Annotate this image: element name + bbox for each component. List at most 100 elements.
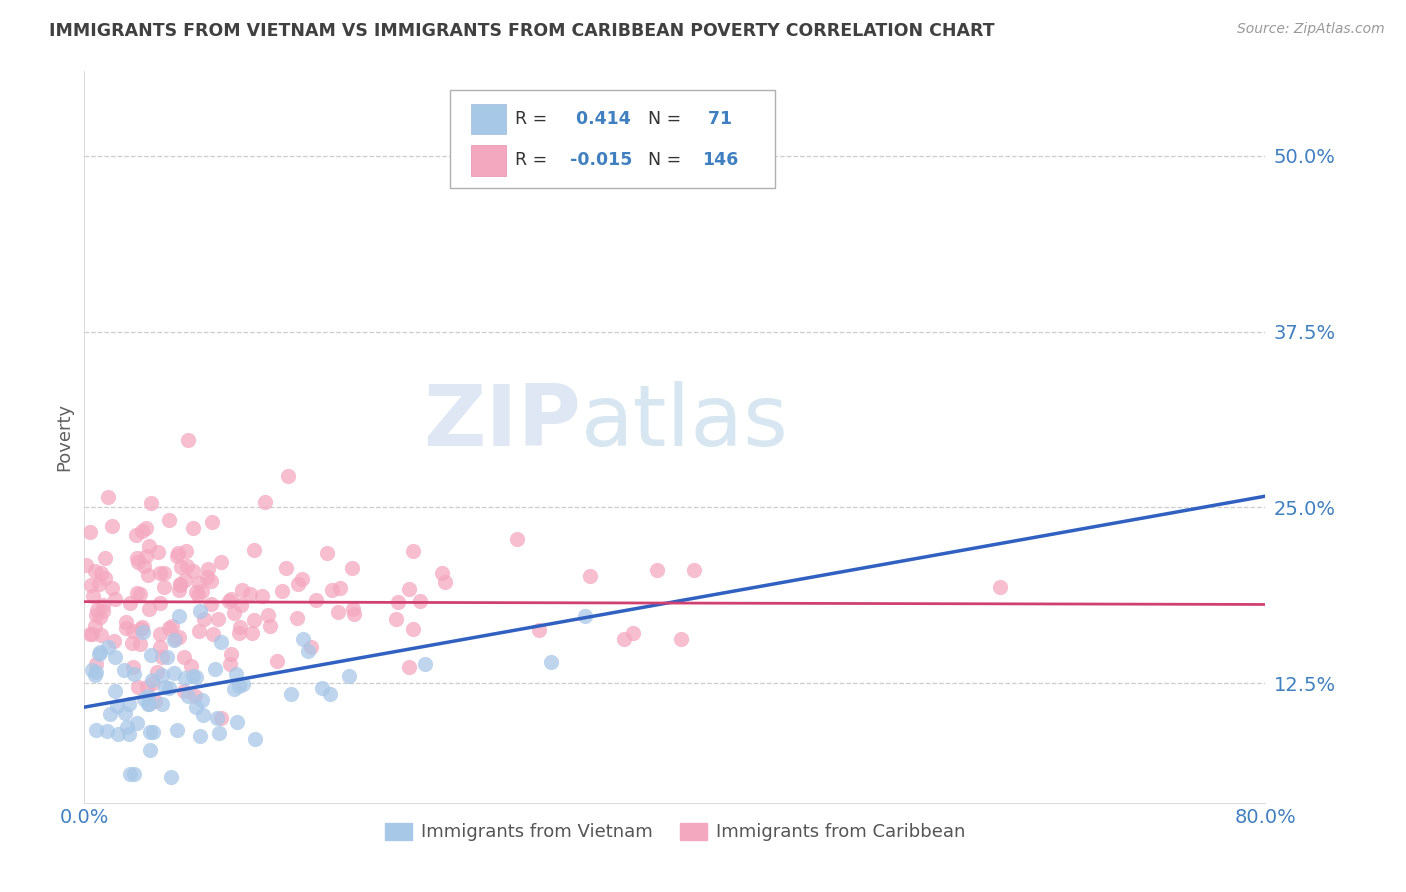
Point <box>83 564 105 578</box>
Point <box>86 603 108 617</box>
Point <box>75 558 97 572</box>
Point <box>219 647 242 661</box>
Point <box>150 697 173 711</box>
Point <box>141 673 163 687</box>
Point <box>163 633 186 648</box>
Point <box>91 598 114 612</box>
Point <box>311 681 333 695</box>
Point <box>337 669 360 683</box>
Point <box>84 657 107 671</box>
Point <box>139 496 162 510</box>
Point <box>257 607 280 622</box>
Text: -0.015: -0.015 <box>569 151 633 169</box>
Point <box>98 706 121 721</box>
Point <box>250 589 273 603</box>
Point <box>118 596 141 610</box>
Point <box>117 726 139 740</box>
Point <box>125 528 148 542</box>
Point <box>94 571 117 585</box>
Point <box>153 680 176 694</box>
Point <box>138 601 160 615</box>
Point <box>343 607 366 621</box>
Point <box>149 640 172 654</box>
Point <box>169 583 191 598</box>
Point <box>188 624 211 638</box>
Point <box>385 612 408 626</box>
Point <box>105 698 128 713</box>
Point <box>153 580 176 594</box>
Point <box>398 660 420 674</box>
Point <box>157 513 180 527</box>
Point <box>219 657 242 671</box>
Point <box>243 542 266 557</box>
Point <box>209 635 232 649</box>
Point <box>82 627 104 641</box>
Point <box>184 699 207 714</box>
Point <box>157 681 180 696</box>
Point <box>173 671 195 685</box>
Point <box>84 618 107 632</box>
Point <box>84 665 107 679</box>
Point <box>207 612 229 626</box>
Point <box>305 593 328 607</box>
Point <box>127 680 149 694</box>
Point <box>329 581 352 595</box>
Point <box>79 578 101 592</box>
Point <box>127 555 149 569</box>
Point <box>122 666 145 681</box>
Point <box>208 725 231 739</box>
Point <box>84 608 107 623</box>
Point <box>176 559 198 574</box>
Text: N =: N = <box>648 151 681 169</box>
Point <box>139 725 162 739</box>
Point <box>205 711 228 725</box>
Point <box>149 566 172 580</box>
Point <box>90 566 112 580</box>
Point <box>104 684 127 698</box>
Point <box>89 610 111 624</box>
Point <box>184 585 207 599</box>
Point <box>83 668 105 682</box>
Point <box>104 591 127 606</box>
Point <box>321 582 343 597</box>
Point <box>131 620 153 634</box>
Point <box>107 727 129 741</box>
Bar <box>471 103 506 135</box>
Point <box>274 561 297 575</box>
Point <box>342 601 364 615</box>
Point <box>122 767 145 781</box>
Point <box>94 550 117 565</box>
Point <box>209 555 232 569</box>
Point <box>259 619 281 633</box>
Point <box>204 662 226 676</box>
Point <box>326 605 349 619</box>
Point <box>79 525 101 540</box>
Point <box>240 626 263 640</box>
Point <box>149 596 172 610</box>
Point <box>193 612 215 626</box>
Point <box>129 623 152 637</box>
Point <box>200 574 222 589</box>
Point <box>82 589 104 603</box>
Point <box>669 632 692 646</box>
Point <box>188 729 211 743</box>
Point <box>225 715 247 730</box>
Point <box>167 609 190 624</box>
Point <box>173 684 195 698</box>
Point <box>243 731 266 746</box>
Point <box>93 604 115 618</box>
Point <box>574 609 596 624</box>
Point <box>402 622 425 636</box>
Point <box>127 716 149 731</box>
Point <box>121 636 143 650</box>
Point <box>136 689 159 703</box>
Point <box>291 572 314 586</box>
Point <box>195 569 218 583</box>
Point <box>139 743 162 757</box>
Text: R =: R = <box>516 151 548 169</box>
Point <box>413 657 436 671</box>
Point <box>134 691 156 706</box>
Point <box>132 624 155 639</box>
Point <box>115 720 138 734</box>
Point <box>387 595 409 609</box>
